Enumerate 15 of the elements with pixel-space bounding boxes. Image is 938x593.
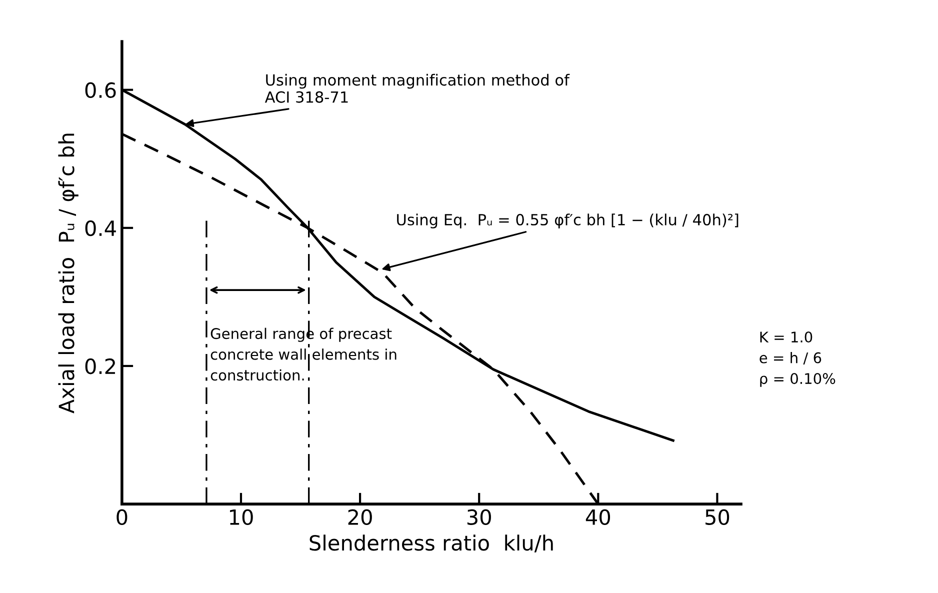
- x-tick-label: 10: [230, 509, 253, 526]
- x-tick-label: 50: [706, 509, 730, 526]
- x-axis-title: Slenderness ratio klu/h: [310, 534, 553, 552]
- x-tick-label: 30: [467, 509, 491, 526]
- x-tick-label: 0: [116, 509, 128, 526]
- annotation: Using Eq. Pᵤ = 0.55 φf′c bh [1 − (klu / 40h)²]: [397, 214, 738, 228]
- y-axis-title: Axial load ratio Pᵤ / φf′c bh: [58, 134, 78, 414]
- y-tick-label: 0.4: [85, 220, 116, 236]
- annotation: General range of precast concrete wall elements in construction.: [210, 328, 396, 381]
- y-tick-label: 0.2: [85, 358, 115, 374]
- annotation: Using moment magnification method of ACI 318-71: [264, 74, 570, 103]
- y-tick-label: 0.6: [85, 82, 116, 98]
- text: K = 1.0 e = h / 6 ρ = 0.10%: [760, 332, 836, 387]
- x-tick-label: 20: [348, 509, 372, 526]
- x-tick-label: 40: [586, 509, 610, 526]
